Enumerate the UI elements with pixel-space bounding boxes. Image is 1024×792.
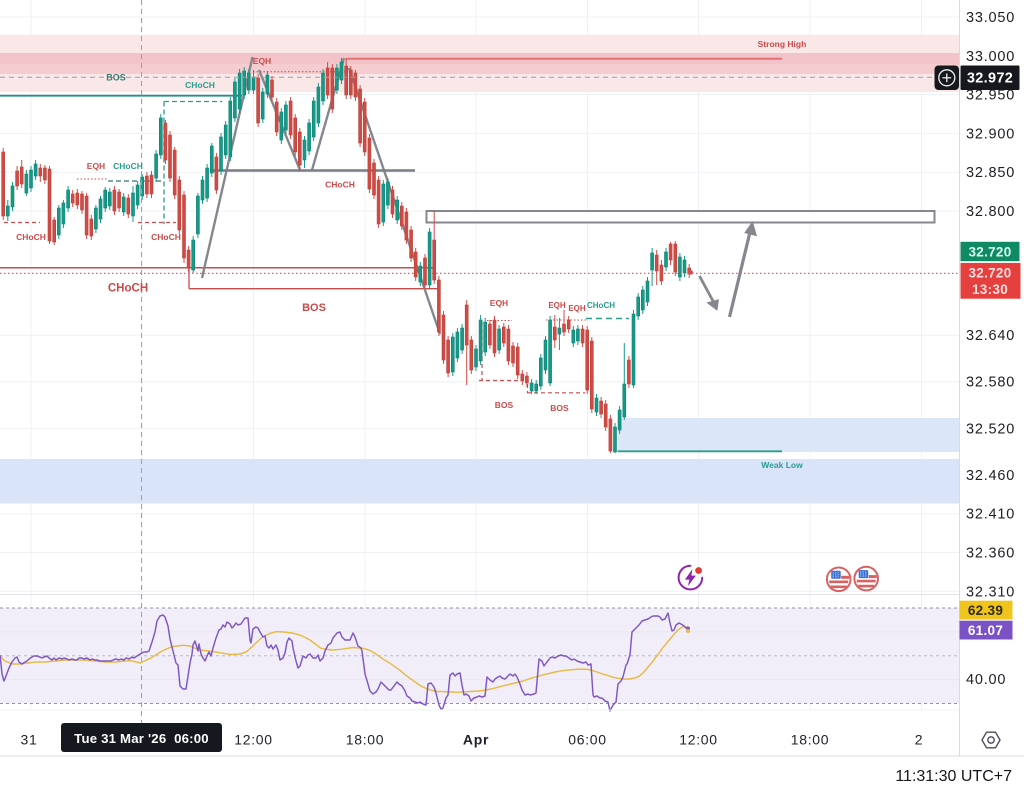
svg-text:2: 2: [915, 732, 924, 748]
svg-text:31: 31: [21, 732, 38, 748]
svg-text:32.410: 32.410: [966, 507, 1015, 523]
svg-text:BOS: BOS: [495, 400, 514, 410]
svg-text:EQH: EQH: [548, 301, 566, 310]
svg-text:12:00: 12:00: [679, 732, 718, 748]
svg-text:18:00: 18:00: [346, 732, 385, 748]
svg-text:EQH: EQH: [87, 161, 105, 171]
svg-text:18:00: 18:00: [791, 732, 830, 748]
svg-text:32.850: 32.850: [966, 165, 1015, 181]
svg-text:61.07: 61.07: [968, 623, 1003, 638]
svg-text:CHoCH: CHoCH: [151, 232, 181, 242]
svg-text:BOS: BOS: [550, 403, 569, 413]
svg-text:13:30: 13:30: [972, 282, 1008, 297]
svg-text:40.00: 40.00: [966, 672, 1006, 688]
svg-text:Weak Low: Weak Low: [761, 460, 803, 470]
svg-text:33.050: 33.050: [966, 10, 1015, 26]
svg-text:32.972: 32.972: [967, 71, 1013, 87]
svg-text:CHoCH: CHoCH: [185, 80, 215, 90]
svg-text:CHoCH: CHoCH: [325, 180, 355, 190]
svg-text:EQH: EQH: [490, 298, 508, 308]
svg-text:32.580: 32.580: [966, 375, 1015, 391]
svg-text:33.000: 33.000: [966, 49, 1015, 65]
svg-text:06:00: 06:00: [568, 732, 607, 748]
svg-text:32.720: 32.720: [968, 266, 1011, 281]
svg-text:Strong High: Strong High: [758, 39, 807, 49]
svg-text:CHoCH: CHoCH: [113, 161, 143, 171]
svg-text:32.310: 32.310: [966, 584, 1015, 600]
svg-text:11:31:30 UTC+7: 11:31:30 UTC+7: [895, 768, 1012, 785]
svg-text:32.900: 32.900: [966, 126, 1015, 142]
svg-text:BOS: BOS: [106, 73, 126, 83]
svg-text:CHoCH: CHoCH: [108, 283, 148, 295]
svg-text:EQH: EQH: [253, 56, 271, 66]
svg-text:CHoCH: CHoCH: [16, 232, 46, 242]
svg-text:32.360: 32.360: [966, 546, 1015, 562]
svg-text:CHoCH: CHoCH: [587, 301, 615, 310]
svg-text:BOS: BOS: [302, 302, 326, 314]
svg-text:12:00: 12:00: [234, 732, 273, 748]
svg-text:32.640: 32.640: [966, 328, 1015, 344]
svg-text:32.520: 32.520: [966, 421, 1015, 437]
svg-text:62.39: 62.39: [968, 603, 1003, 618]
svg-text:32.460: 32.460: [966, 468, 1015, 484]
svg-text:32.950: 32.950: [966, 88, 1015, 104]
svg-text:32.720: 32.720: [968, 245, 1011, 260]
svg-text:Tue 31 Mar '26 06:00: Tue 31 Mar '26 06:00: [74, 731, 209, 746]
svg-text:Apr: Apr: [463, 732, 489, 748]
svg-text:32.800: 32.800: [966, 204, 1015, 220]
svg-text:EQH: EQH: [568, 304, 586, 313]
